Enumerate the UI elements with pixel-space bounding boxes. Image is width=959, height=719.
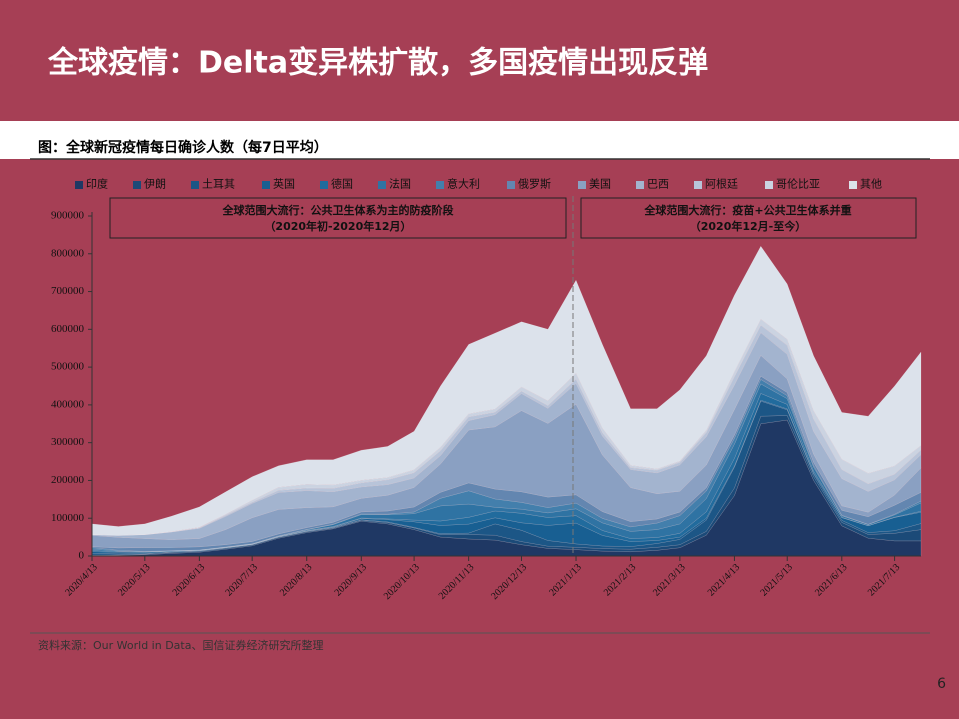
legend-label: 伊朗 xyxy=(144,178,166,191)
legend-label: 法国 xyxy=(389,177,411,191)
legend-label: 阿根廷 xyxy=(705,177,738,191)
slide-title: 全球疫情：Delta变异株扩散，多国疫情出现反弹 xyxy=(47,46,708,81)
source: 资料来源：Our World in Data、国信证券经济研究所整理 xyxy=(38,638,323,652)
legend-swatch xyxy=(262,181,270,189)
legend-swatch xyxy=(133,181,141,189)
y-tick-label: 100000 xyxy=(51,512,85,524)
legend-swatch xyxy=(436,181,444,189)
page-number: 6 xyxy=(937,676,946,692)
legend-swatch xyxy=(849,181,857,189)
legend-label: 英国 xyxy=(273,177,295,191)
legend-swatch xyxy=(75,181,83,189)
y-tick-label: 500000 xyxy=(51,361,85,373)
annotation: （2020年初-2020年12月） xyxy=(264,219,411,233)
legend-label: 美国 xyxy=(589,178,611,191)
y-tick-label: 700000 xyxy=(51,285,85,297)
area xyxy=(91,415,922,556)
legend-swatch xyxy=(765,181,773,189)
legend-swatch xyxy=(578,181,586,189)
legend-swatch xyxy=(378,181,386,189)
y-tick-label: 400000 xyxy=(51,398,85,410)
legend-label: 意大利 xyxy=(447,177,480,191)
y-tick-label: 200000 xyxy=(51,474,85,486)
legend-label: 印度 xyxy=(86,177,108,191)
annotation-box xyxy=(580,197,917,239)
legend-label: 德国 xyxy=(331,177,353,191)
legend-label: 俄罗斯 xyxy=(518,178,551,191)
legend-swatch xyxy=(507,181,515,189)
annotation: （2020年12月-至今） xyxy=(690,219,807,233)
y-tick-label: 800000 xyxy=(51,247,85,259)
legend-label: 巴西 xyxy=(647,179,669,191)
legend-swatch xyxy=(636,181,644,189)
y-tick-label: 0 xyxy=(79,550,85,562)
legend-swatch xyxy=(320,181,328,189)
annotation: 全球范围大流行：公共卫生体系为主的防疫阶段 xyxy=(222,203,454,217)
y-tick-label: 900000 xyxy=(51,210,85,222)
y-tick-label: 600000 xyxy=(51,323,85,335)
legend-label: 其他 xyxy=(860,178,882,191)
annotation-box xyxy=(109,197,567,239)
caption: 图：全球新冠疫情每日确诊人数（每7日平均） xyxy=(38,139,328,156)
area xyxy=(91,383,922,553)
area xyxy=(91,379,922,552)
legend-swatch xyxy=(694,181,702,189)
caption-strip xyxy=(0,121,959,159)
area xyxy=(91,400,922,556)
annotation: 全球范围大流行：疫苗+公共卫生体系并重 xyxy=(643,203,851,217)
legend-label: 哥伦比亚 xyxy=(776,177,820,191)
legend-swatch xyxy=(191,181,199,189)
area xyxy=(91,245,922,536)
y-tick-label: 300000 xyxy=(51,436,85,448)
legend-label: 土耳其 xyxy=(202,178,235,191)
area xyxy=(91,318,922,536)
